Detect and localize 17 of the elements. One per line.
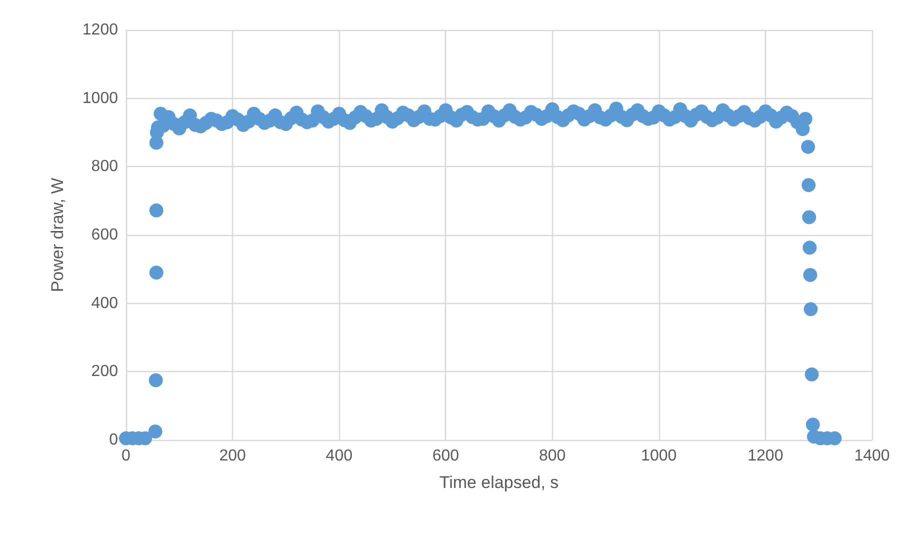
x-tick-label: 600 bbox=[432, 448, 460, 464]
y-tick-label: 1000 bbox=[82, 90, 118, 107]
x-tick-label: 200 bbox=[219, 448, 246, 464]
y-tick-label: 200 bbox=[91, 363, 118, 380]
y-tick-label: 400 bbox=[91, 294, 118, 312]
x-tick-label: 800 bbox=[538, 448, 566, 464]
y-tick-label: 800 bbox=[91, 158, 118, 176]
y-tick-label: 600 bbox=[91, 226, 118, 244]
x-axis-title: Time elapsed, s bbox=[439, 473, 559, 492]
y-tick-label: 1200 bbox=[82, 22, 118, 38]
y-axis-title: Power draw, W bbox=[48, 178, 67, 292]
x-tick-label: 400 bbox=[326, 448, 353, 464]
x-tick-label: 1200 bbox=[748, 448, 784, 464]
x-tick-label: 0 bbox=[122, 448, 131, 464]
y-tick-label: 0 bbox=[109, 432, 118, 448]
x-tick-label: 1000 bbox=[641, 448, 677, 464]
x-tick-label: 1400 bbox=[854, 448, 890, 464]
